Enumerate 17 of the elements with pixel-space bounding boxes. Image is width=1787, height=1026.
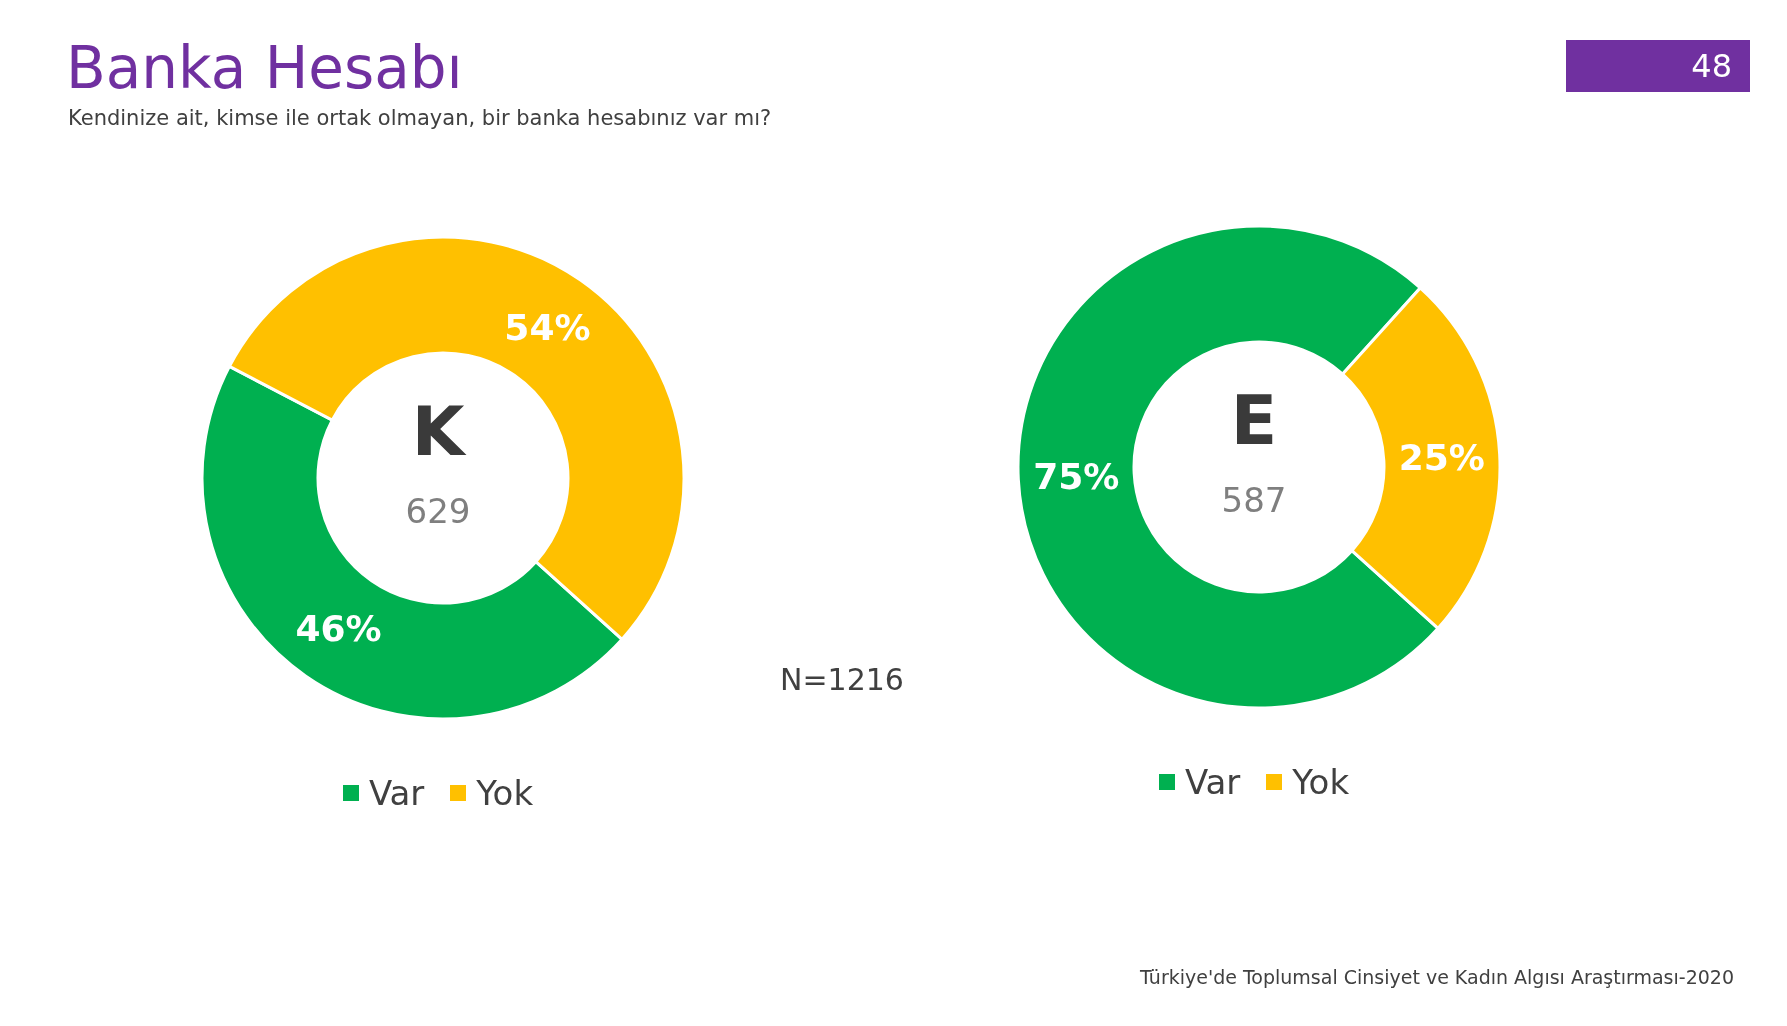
legend-label: Var <box>368 773 425 813</box>
data-label: 46% <box>295 607 382 649</box>
legend-label: Yok <box>1292 762 1350 802</box>
text: 48 <box>1566 40 1750 92</box>
legend-label: Yok <box>476 773 534 813</box>
chart-title: Banka Hesabı <box>66 34 463 102</box>
data-label: 75% <box>1033 456 1120 498</box>
legend-label: Var <box>1184 762 1241 802</box>
text: E <box>1230 381 1278 460</box>
text: 629 <box>405 491 471 531</box>
data-label: 25% <box>1398 436 1485 478</box>
text: K <box>411 392 467 471</box>
data-label: 54% <box>504 307 591 349</box>
text: Türkiye'de Toplumsal Cinsiyet ve Kadın Algısı Araştırması-2020 <box>1139 966 1734 988</box>
text: 587 <box>1221 480 1287 520</box>
text: N=1216 <box>779 662 905 697</box>
chart-subtitle: Kendinize ait, kimse ile ortak olmayan, bir banka hesabınız var mı? <box>68 106 772 130</box>
